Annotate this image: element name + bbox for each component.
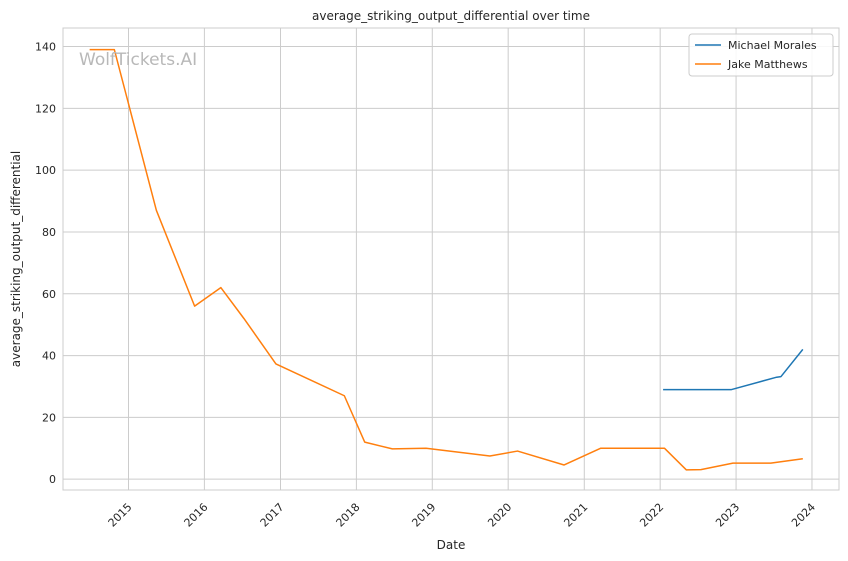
legend: Michael Morales Jake Matthews [688,33,834,77]
series-line-michael-morales [663,348,804,391]
series-layer [89,48,804,471]
y-tick-label: 140 [35,41,56,54]
watermark: WolfTickets.AI [79,50,197,70]
grid [63,28,839,490]
y-tick-label: 100 [35,164,56,177]
y-tick-label: 60 [42,288,56,301]
x-axis-label: Date [437,538,466,552]
legend-label: Michael Morales [728,39,817,52]
y-axis-ticks: 0 20 40 60 80 100 120 140 [35,41,56,487]
legend-box [688,33,834,77]
y-tick-label: 0 [49,473,56,486]
plot-frame [62,27,840,491]
y-tick-label: 120 [35,102,56,115]
legend-label: Jake Matthews [727,58,808,71]
y-tick-label: 80 [42,226,56,239]
series-line-jake-matthews [89,48,803,471]
y-tick-label: 40 [42,350,56,363]
y-tick-label: 20 [42,411,56,424]
chart-title: average_striking_output_differential ove… [312,9,590,23]
y-axis-label: average_striking_output_differential [9,151,23,367]
